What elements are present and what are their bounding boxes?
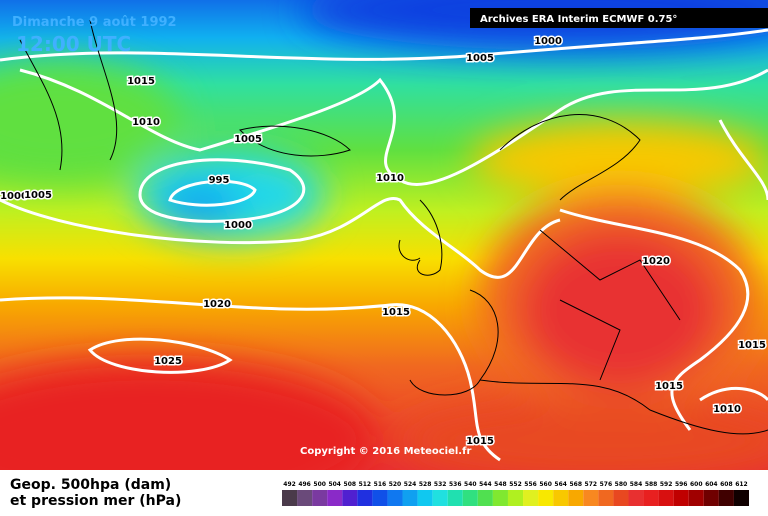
coastlines bbox=[19, 19, 768, 435]
isobar-label: 1000 bbox=[0, 191, 28, 202]
isobar-label: 1005 bbox=[24, 190, 52, 201]
scale-swatch bbox=[613, 490, 629, 506]
scale-label: 532 bbox=[434, 481, 447, 488]
scale-label: 536 bbox=[449, 481, 462, 488]
scale-label: 612 bbox=[735, 481, 748, 488]
scale-label: 556 bbox=[524, 481, 537, 488]
scale-swatch bbox=[598, 490, 614, 506]
scale-swatch bbox=[658, 490, 674, 506]
scale-swatch bbox=[538, 490, 554, 506]
scale-label: 596 bbox=[675, 481, 688, 488]
scale-label: 588 bbox=[645, 481, 658, 488]
scale-swatch bbox=[462, 490, 478, 506]
scale-swatch bbox=[417, 490, 433, 506]
isobar-label: 1015 bbox=[382, 307, 410, 318]
legend-line1: Geop. 500hpa (dam) bbox=[10, 477, 171, 493]
scale-swatch bbox=[387, 490, 403, 506]
isobar-label: 1010 bbox=[713, 404, 741, 415]
source: Archives ERA Interim ECMWF 0.75° bbox=[480, 14, 677, 25]
isobar-label: 1000 bbox=[534, 36, 562, 47]
scale-label: 592 bbox=[660, 481, 673, 488]
scale-swatch bbox=[703, 490, 719, 506]
scale-label: 608 bbox=[720, 481, 733, 488]
scale-swatch bbox=[402, 490, 418, 506]
isobar-label: 1010 bbox=[132, 117, 160, 128]
isobar-label: 1015 bbox=[127, 76, 155, 87]
scale-swatch bbox=[327, 490, 343, 506]
scale-swatch bbox=[357, 490, 373, 506]
scale-label: 508 bbox=[344, 481, 357, 488]
scale-label: 576 bbox=[600, 481, 613, 488]
scale-label: 572 bbox=[585, 481, 598, 488]
scale-label: 516 bbox=[374, 481, 387, 488]
scale-swatch bbox=[432, 490, 448, 506]
scale-swatch bbox=[282, 490, 298, 506]
scale-label: 492 bbox=[283, 481, 296, 488]
scale-label: 520 bbox=[389, 481, 402, 488]
legend-line2: et pression mer (hPa) bbox=[10, 493, 181, 509]
scale-label: 600 bbox=[690, 481, 703, 488]
scale-label: 512 bbox=[359, 481, 372, 488]
scale-swatch bbox=[372, 490, 388, 506]
source-box bbox=[470, 8, 768, 28]
isobar-label: 1015 bbox=[466, 436, 494, 447]
scale-label: 568 bbox=[569, 481, 582, 488]
scale-swatch bbox=[297, 490, 313, 506]
isobar-label: 995 bbox=[209, 175, 230, 186]
scale-label: 552 bbox=[509, 481, 522, 488]
isobar-label: 1005 bbox=[234, 134, 262, 145]
isobar-label: 1020 bbox=[642, 256, 670, 267]
scale-swatch bbox=[688, 490, 704, 506]
scale-swatch bbox=[553, 490, 569, 506]
isobar-label: 1015 bbox=[655, 381, 683, 392]
scale-swatch bbox=[342, 490, 358, 506]
scale-swatch bbox=[523, 490, 539, 506]
scale-swatch bbox=[673, 490, 689, 506]
scale-swatch bbox=[733, 490, 749, 506]
scale-label: 500 bbox=[313, 481, 326, 488]
scale-label: 564 bbox=[554, 481, 567, 488]
isobar-label: 1005 bbox=[466, 53, 494, 64]
scale-label: 584 bbox=[630, 481, 643, 488]
scale-label: 544 bbox=[479, 481, 492, 488]
scale-swatch bbox=[312, 490, 328, 506]
scale-swatch bbox=[492, 490, 508, 506]
isobar-label: 1025 bbox=[154, 356, 182, 367]
scale-swatch bbox=[583, 490, 599, 506]
scale-swatch bbox=[643, 490, 659, 506]
isobar-label: 1010 bbox=[376, 173, 404, 184]
isobar-label: 1000 bbox=[224, 220, 252, 231]
isobar-label: 1020 bbox=[203, 299, 231, 310]
scale-label: 504 bbox=[328, 481, 341, 488]
isobar-label: 1015 bbox=[738, 340, 766, 351]
scale-label: 496 bbox=[298, 481, 311, 488]
scale-label: 580 bbox=[615, 481, 628, 488]
date: Dimanche 9 août 1992 bbox=[12, 15, 177, 30]
time: 12:00 UTC bbox=[16, 32, 131, 56]
isobars bbox=[0, 28, 768, 462]
scale-label: 528 bbox=[419, 481, 432, 488]
scale-label: 548 bbox=[494, 481, 507, 488]
scale-swatch bbox=[507, 490, 524, 506]
scale-label: 560 bbox=[539, 481, 552, 488]
scale-swatch bbox=[447, 490, 463, 506]
scale-swatch bbox=[477, 490, 493, 506]
scale-label: 604 bbox=[705, 481, 718, 488]
copyright: Copyright © 2016 Meteociel.fr bbox=[300, 446, 471, 457]
scale-swatch bbox=[718, 490, 734, 506]
scale-label: 524 bbox=[404, 481, 417, 488]
scale-label: 540 bbox=[464, 481, 477, 488]
scale-swatch bbox=[628, 490, 644, 506]
scale-swatch bbox=[568, 490, 584, 506]
